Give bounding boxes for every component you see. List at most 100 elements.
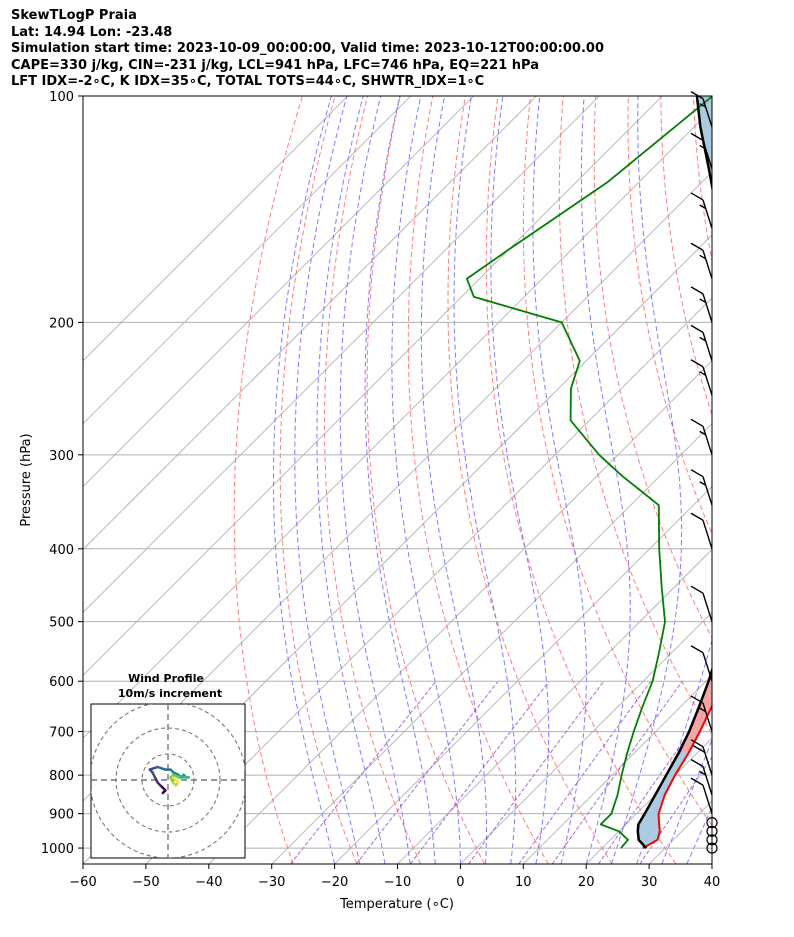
- wind-barb-staff: [702, 520, 713, 549]
- y-tick-label: 300: [49, 449, 74, 464]
- isotherm-line: [83, 96, 663, 676]
- moist-adiabat-line: [294, 96, 361, 864]
- mixing-ratio-line: [409, 680, 550, 864]
- wind-barb-staff: [702, 784, 713, 814]
- dry-adiabat-line: [447, 96, 613, 864]
- x-tick-label: 0: [456, 875, 464, 890]
- wind-barb-staff: [702, 293, 713, 323]
- temperature-line: [642, 704, 712, 849]
- cape-line: CAPE=330 j/kg, CIN=-231 j/kg, LCL=941 hP…: [11, 57, 539, 73]
- y-tick-label: 1000: [41, 842, 74, 857]
- wind-barb-half-flag: [699, 707, 707, 713]
- wind-barb-flag: [690, 777, 704, 786]
- chart-title: SkewTLogP Praia: [11, 8, 137, 23]
- mixing-ratio-line: [468, 680, 605, 864]
- wind-barb-flag: [690, 132, 704, 141]
- mixing-ratio-line: [290, 680, 437, 864]
- wind-barb-staff: [702, 476, 713, 506]
- wind-barb-flag: [690, 91, 704, 100]
- parcel-line: [636, 96, 712, 849]
- location-line: Lat: 14.94 Lon: -23.48: [11, 24, 173, 40]
- wind-barb-half-flag: [699, 298, 707, 304]
- mixing-ratio-line: [355, 680, 499, 864]
- wind-barbs: [690, 91, 718, 854]
- isotherm-line: [208, 360, 712, 864]
- x-tick-label: −40: [195, 875, 222, 890]
- wind-barb-staff: [702, 332, 713, 362]
- calm-wind-circle: [706, 834, 718, 846]
- moist-adiabat-line: [610, 96, 683, 864]
- wind-barb-staff: [702, 766, 713, 796]
- hodograph-inset: Wind Profile 10m/s increment: [90, 672, 246, 859]
- moist-adiabat-line: [391, 96, 461, 864]
- wind-barb-half-flag: [699, 430, 707, 436]
- isotherm-line: [83, 96, 411, 425]
- wind-barb-half-flag: [699, 144, 707, 150]
- dry-adiabat-line: [366, 96, 485, 864]
- wind-barb-staff: [702, 426, 713, 456]
- x-tick-label: −30: [258, 875, 285, 890]
- calm-wind-circle: [706, 817, 718, 829]
- y-tick-label: 600: [49, 675, 74, 690]
- wind-barb-flag: [690, 242, 704, 251]
- moist-adiabat-line: [490, 96, 550, 864]
- calm-wind-circle: [706, 825, 718, 837]
- moist-adiabat-line: [273, 96, 336, 864]
- y-tick-label: 700: [49, 726, 74, 741]
- wind-barb-flag: [690, 469, 704, 478]
- dry-adiabat-line: [558, 96, 712, 736]
- wind-barb-staff: [702, 140, 713, 170]
- dry-adiabat-line: [407, 96, 549, 864]
- mixing-ratio-line: [551, 680, 683, 864]
- time-line: Simulation start time: 2023-10-09_00:00:…: [11, 41, 604, 57]
- hodograph-segment: [148, 765, 159, 771]
- wind-barb-half-flag: [699, 254, 707, 260]
- wind-barb-half-flag: [699, 103, 707, 108]
- moist-adiabat-line: [686, 805, 712, 864]
- moist-adiabat-line: [420, 96, 487, 864]
- hodograph-plot: [91, 704, 245, 858]
- moist-adiabat-line: [364, 96, 436, 864]
- wind-barb-flag: [690, 645, 704, 654]
- x-tick-label: −20: [321, 875, 348, 890]
- wind-barb-half-flag: [699, 336, 707, 342]
- wind-barb-flag: [690, 418, 704, 427]
- dry-adiabat-line: [593, 96, 712, 639]
- wind-barb-staff: [702, 652, 713, 682]
- isotherm-line: [334, 486, 712, 864]
- isotherm-line: [648, 800, 712, 864]
- dry-adiabat-line: [485, 96, 677, 864]
- dry-adiabat-line: [233, 96, 303, 864]
- wind-barb-staff: [702, 366, 713, 396]
- y-tick-label: 800: [49, 769, 74, 784]
- hodograph-segment: [171, 776, 178, 782]
- x-tick-label: −50: [132, 875, 159, 890]
- wind-barb-staff: [702, 250, 713, 279]
- moist-adiabat-line: [339, 96, 411, 864]
- dry-adiabat-line: [726, 96, 794, 864]
- mixing-ratio-line: [518, 680, 652, 864]
- wind-barb-half-flag: [699, 204, 707, 210]
- x-tick-label: −60: [69, 875, 96, 890]
- x-axis: −60 −50 −40 −30 −20 −10 0 10 20 30 40: [69, 864, 720, 890]
- moist-adiabat-line: [316, 96, 386, 864]
- wind-barb-flag: [692, 744, 706, 753]
- y-tick-label: 400: [49, 543, 74, 558]
- dewpoint-line: [466, 96, 712, 849]
- y-tick-label: 100: [49, 90, 74, 105]
- wind-barb-staff: [702, 592, 713, 622]
- wind-barb-staff: [702, 199, 713, 229]
- isotherm-line: [83, 96, 474, 488]
- wind-barb-flag: [690, 324, 704, 333]
- dry-adiabat-line: [759, 96, 794, 864]
- wind-barb-flag: [690, 512, 704, 521]
- x-tick-label: 20: [578, 875, 595, 890]
- y-tick-label: 500: [49, 616, 74, 631]
- x-tick-label: 10: [515, 875, 532, 890]
- isotherm-line: [397, 548, 712, 864]
- isotherm-line: [775, 96, 794, 864]
- chart-header: SkewTLogP Praia Lat: 14.94 Lon: -23.48 S…: [11, 8, 604, 91]
- cape-cin-fills: [637, 96, 712, 849]
- cin-area-lower: [637, 752, 689, 849]
